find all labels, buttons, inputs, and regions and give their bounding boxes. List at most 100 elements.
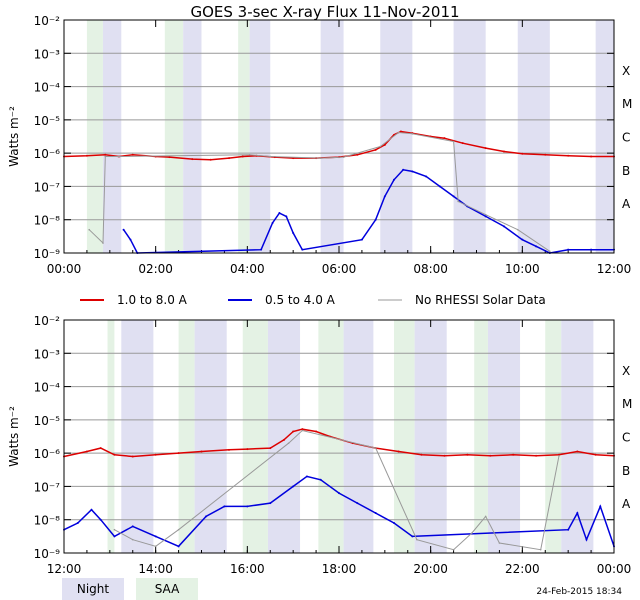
flare-class-label: M xyxy=(622,97,632,111)
shade-legend: Night SAA xyxy=(62,578,198,600)
x-tick-label: 14:00 xyxy=(138,562,173,576)
saa-band xyxy=(178,320,195,553)
data-point xyxy=(319,478,322,481)
data-point xyxy=(503,150,505,153)
data-point xyxy=(241,155,244,158)
data-point xyxy=(539,548,542,551)
data-point xyxy=(397,131,400,134)
data-point xyxy=(104,155,107,158)
data-point xyxy=(177,528,180,531)
data-point xyxy=(549,250,551,253)
data-point xyxy=(76,522,79,525)
saa-band xyxy=(242,320,268,553)
data-point xyxy=(452,195,455,198)
saa-legend-swatch xyxy=(136,578,198,600)
data-point xyxy=(338,492,340,495)
data-point xyxy=(269,502,272,505)
data-point xyxy=(576,512,579,515)
data-point xyxy=(292,430,295,433)
data-point xyxy=(271,222,274,225)
data-point xyxy=(269,447,272,450)
chart-title: GOES 3-sec X-ray Flux 11-Nov-2011 xyxy=(190,3,459,21)
night-band xyxy=(414,320,447,553)
y-tick-label: 10⁻⁶ xyxy=(34,447,61,461)
timestamp: 24-Feb-2015 18:34 xyxy=(536,587,622,597)
y-tick-label: 10⁻⁵ xyxy=(34,414,61,428)
flare-class-label: C xyxy=(622,131,630,145)
y-tick-label: 10⁻³ xyxy=(34,347,61,361)
x-tick-label: 16:00 xyxy=(230,562,265,576)
data-point xyxy=(301,429,304,432)
data-point xyxy=(319,157,322,159)
data-point xyxy=(438,185,441,188)
flare-class-label: C xyxy=(622,431,630,445)
night-band xyxy=(453,20,486,253)
data-point xyxy=(443,137,446,140)
data-point xyxy=(457,200,459,203)
saa-band xyxy=(238,20,250,253)
data-point xyxy=(99,518,102,521)
night-band xyxy=(249,20,271,253)
x-tick-label: 12:00 xyxy=(597,262,632,276)
legend-label-short: 0.5 to 4.0 A xyxy=(265,293,336,307)
night-band xyxy=(380,20,413,253)
night-band xyxy=(487,320,521,553)
legend-label-no-rhessi: No RHESSI Solar Data xyxy=(415,293,546,307)
data-point xyxy=(356,502,359,505)
data-point xyxy=(122,228,125,231)
data-point xyxy=(461,142,464,145)
data-point xyxy=(90,508,93,511)
data-point xyxy=(425,175,428,178)
x-tick-label: 12:00 xyxy=(47,562,82,576)
flare-class-label: X xyxy=(622,64,630,78)
data-point xyxy=(516,228,519,231)
y-axis-label: Watts m⁻² xyxy=(7,406,21,467)
data-point xyxy=(399,130,402,133)
x-tick-label: 00:00 xyxy=(47,262,82,276)
data-point xyxy=(420,453,423,456)
night-legend-swatch xyxy=(62,578,124,600)
plot-frame xyxy=(63,19,615,254)
data-point xyxy=(374,512,377,515)
night-band xyxy=(267,320,301,553)
data-point xyxy=(567,154,570,157)
data-point xyxy=(567,528,570,531)
data-point xyxy=(129,238,132,241)
night-band xyxy=(517,20,550,253)
data-point xyxy=(521,238,524,241)
data-point xyxy=(342,156,345,158)
x-tick-label: 00:00 xyxy=(597,562,632,576)
y-tick-label: 10⁻⁷ xyxy=(34,480,61,494)
data-point xyxy=(200,450,203,453)
y-tick-label: 10⁻⁴ xyxy=(34,81,61,95)
data-point xyxy=(411,170,414,173)
data-point xyxy=(113,528,116,531)
data-point xyxy=(374,218,377,221)
y-tick-label: 10⁻⁹ xyxy=(34,547,61,561)
data-point xyxy=(535,454,538,457)
data-point xyxy=(260,248,263,251)
data-point xyxy=(154,545,157,548)
y-tick-label: 10⁻⁸ xyxy=(34,514,61,528)
flare-class-label: A xyxy=(622,497,631,511)
data-point xyxy=(374,447,377,449)
night-band xyxy=(343,320,374,553)
data-point xyxy=(118,155,120,158)
x-tick-label: 04:00 xyxy=(230,262,265,276)
y-tick-label: 10⁻⁹ xyxy=(34,247,61,261)
data-point xyxy=(443,454,446,457)
saa-band xyxy=(107,320,115,553)
data-point xyxy=(503,225,505,228)
y-tick-label: 10⁻⁶ xyxy=(34,147,61,161)
saa-band xyxy=(545,320,562,553)
night-band xyxy=(595,20,614,253)
y-axis-label: Watts m⁻² xyxy=(7,106,21,167)
data-point xyxy=(246,505,249,508)
y-tick-label: 10⁻³ xyxy=(34,47,61,61)
data-point xyxy=(590,155,593,158)
saa-band xyxy=(86,20,103,253)
y-tick-label: 10⁻⁷ xyxy=(34,180,61,194)
data-point xyxy=(177,452,180,455)
data-point xyxy=(292,485,295,488)
